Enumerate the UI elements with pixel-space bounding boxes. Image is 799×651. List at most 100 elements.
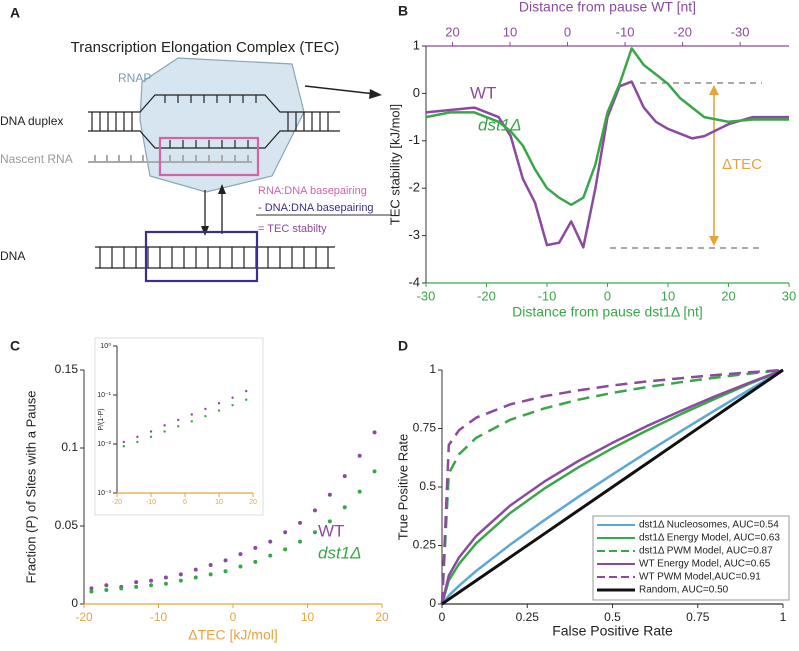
series-line (425, 80, 789, 249)
point (327, 492, 332, 497)
panel-label: D (398, 338, 408, 354)
point (134, 580, 139, 585)
dna-dna-box (144, 230, 259, 283)
point (223, 558, 228, 563)
y-tick-label: 0.1 (61, 440, 78, 454)
legend-label: dst1Δ Nucleosomes, AUC=0.54 (639, 520, 779, 531)
series-label: WT (470, 83, 496, 102)
point (177, 418, 180, 422)
arrow-head (218, 184, 226, 194)
point (217, 409, 221, 412)
annotation: ΔTEC (722, 156, 762, 173)
point (283, 530, 288, 535)
series-line (440, 368, 784, 605)
x-tick-label: 10 (215, 499, 223, 506)
y-tick-label: 0.05 (55, 518, 79, 532)
x-tick-label: 0 (604, 288, 611, 303)
point (178, 572, 183, 577)
point (238, 552, 243, 557)
point (208, 563, 213, 567)
point (217, 402, 221, 405)
point (204, 407, 207, 411)
x-axis-label: Distance from pause dst1Δ [nt] (512, 304, 703, 320)
x-tick-label: 0.5 (604, 610, 621, 624)
point (149, 430, 153, 433)
y-tick-label: 10⁻¹ (97, 392, 111, 399)
x-tick-label: -20 (75, 610, 93, 624)
point (149, 435, 153, 439)
nascent-rna-label: Nascent RNA (0, 152, 73, 166)
y-tick-label: 1 (413, 37, 420, 52)
y-axis-label: TEC stability [kJ/mol] (387, 104, 402, 225)
point (163, 424, 166, 427)
y-tick-label: 0 (71, 596, 78, 610)
series-line (440, 368, 784, 605)
point (193, 567, 198, 572)
point (104, 587, 109, 592)
series-label: dst1Δ (318, 543, 362, 562)
x2-tick-label: -20 (673, 24, 692, 39)
dna-duplex (88, 94, 340, 149)
point (89, 589, 94, 594)
diagram-title: Transcription Elongation Complex (TEC) (71, 39, 340, 56)
legend-label: WT Energy Model, AUC=0.65 (639, 559, 771, 570)
x-tick-label: -20 (112, 499, 122, 506)
panel-label: B (398, 3, 408, 19)
point (357, 489, 362, 494)
rnap-shape (139, 57, 305, 193)
point (245, 389, 248, 393)
panel-a: A Transcription Elongation Complex (TEC)… (0, 5, 392, 283)
point (119, 586, 124, 591)
point (238, 564, 243, 569)
y-tick-label: 0.15 (55, 362, 79, 376)
y-tick-label: 0 (429, 596, 436, 610)
arrow-head (709, 236, 719, 246)
x2-tick-label: 20 (445, 24, 459, 39)
series-line (441, 368, 784, 606)
dna (95, 246, 335, 269)
legend-label: WT PWM Model,AUC=0.91 (639, 572, 761, 583)
x2-tick-label: -30 (731, 24, 750, 39)
point (253, 545, 258, 550)
point (136, 435, 139, 439)
point (312, 530, 317, 535)
chart: 10⁻³ 10⁻² 10⁻¹ 10⁰ -20 -10 0 10 20 P/(1-P) (94, 337, 264, 516)
point (283, 547, 288, 552)
y-tick-label: 0.5 (419, 479, 436, 493)
point (190, 413, 193, 416)
x-tick-label: 0.25 (516, 610, 540, 624)
point (177, 425, 180, 428)
x-tick-label: 0.75 (686, 610, 710, 624)
point (372, 469, 377, 474)
point (268, 553, 273, 558)
point (89, 586, 94, 591)
x-tick-label: -30 (417, 288, 436, 303)
point (372, 430, 377, 435)
x-tick-label: 10 (661, 288, 675, 303)
point (204, 414, 207, 418)
y-tick-label: 0 (413, 85, 420, 100)
legend-label: dst1Δ PWM Model, AUC=0.87 (639, 546, 773, 557)
x-tick-label: -10 (538, 288, 557, 303)
point (231, 403, 234, 407)
point (342, 474, 347, 479)
point (223, 569, 228, 574)
x2-tick-label: 10 (503, 24, 517, 39)
x-axis-label: ΔTEC [kJ/mol] (188, 627, 277, 643)
x2-axis-label: Distance from pause WT [nt] (519, 0, 696, 15)
legend-label: dst1Δ Energy Model, AUC=0.63 (639, 533, 780, 544)
y-tick-label: 10⁻² (97, 441, 111, 448)
x2-tick-label: -10 (616, 24, 635, 39)
point (134, 584, 139, 589)
x-tick-label: 0 (439, 610, 446, 624)
y-tick-label: 0.75 (413, 421, 437, 435)
x-tick-label: -10 (146, 499, 156, 506)
x-tick-label: 20 (721, 288, 735, 303)
x-tick-label: 1 (780, 610, 787, 624)
series-label: WT (318, 521, 344, 540)
x-tick-label: 20 (375, 610, 389, 624)
y-tick-label: -3 (408, 227, 420, 242)
panel-label: A (10, 5, 20, 21)
point (149, 583, 154, 588)
point (178, 578, 183, 583)
